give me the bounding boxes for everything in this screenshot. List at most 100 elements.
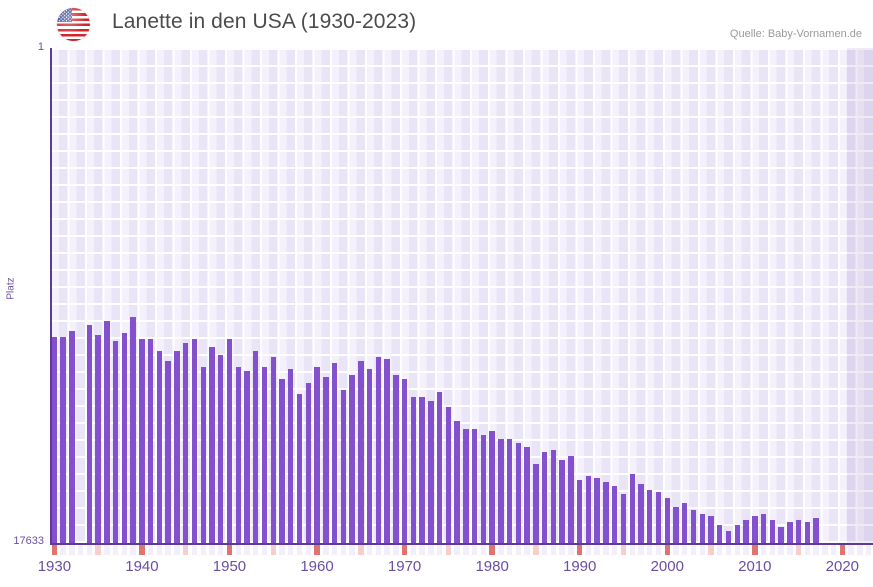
bar-1998[interactable] [647,489,653,545]
bar-1990[interactable] [576,480,583,545]
x-tick-2017 [813,545,819,555]
bar-1939[interactable] [130,317,136,545]
bar-1992[interactable] [594,478,600,545]
bar-1962[interactable] [331,363,338,545]
x-tick-2013 [778,545,784,555]
bar-1936[interactable] [104,321,110,545]
x-tick-1955 [270,545,276,555]
bar-1954[interactable] [261,367,268,545]
bar-1978[interactable] [471,428,478,545]
bar-1932[interactable] [69,330,75,545]
bar-1984[interactable] [524,446,530,545]
bar-2001[interactable] [673,507,679,545]
bar-1969[interactable] [393,375,399,545]
bar-1979[interactable] [480,434,487,545]
x-tick-1992 [594,545,600,555]
bar-1951[interactable] [235,367,241,545]
bar-1999[interactable] [655,491,662,545]
no-data-shaded-region [846,48,873,545]
bar-1964[interactable] [349,375,355,545]
bar-1972[interactable] [419,397,425,545]
bar-1958[interactable] [296,393,303,545]
bar-2016[interactable] [804,521,811,545]
bar-1960[interactable] [314,367,320,545]
bar-1971[interactable] [410,397,417,545]
bar-2000[interactable] [664,497,670,545]
bar-1946[interactable] [191,338,198,545]
bar-1985[interactable] [533,464,539,545]
bar-1993[interactable] [603,482,609,545]
bar-1956[interactable] [279,379,285,545]
y-axis-tick-top: 1 [37,41,44,53]
x-tick-1933 [77,545,84,555]
bar-1986[interactable] [541,452,548,545]
bar-1965[interactable] [358,361,364,545]
bar-1991[interactable] [585,476,592,545]
bar-1943[interactable] [165,361,171,545]
bar-1935[interactable] [95,334,101,545]
bar-1981[interactable] [498,438,504,545]
x-tick-1984 [524,545,530,555]
x-tick-1954 [261,545,268,555]
bar-1973[interactable] [428,401,434,545]
bar-1952[interactable] [244,370,250,545]
bar-2002[interactable] [682,503,688,545]
bar-1947[interactable] [200,367,206,545]
bar-2006[interactable] [717,525,723,545]
bar-1980[interactable] [489,430,495,545]
bar-1963[interactable] [340,389,346,545]
bar-1966[interactable] [366,369,373,545]
bar-1934[interactable] [86,325,93,545]
bar-1987[interactable] [550,450,557,545]
bar-1997[interactable] [638,484,644,545]
bar-1976[interactable] [454,420,460,545]
bar-1967[interactable] [375,356,382,545]
bar-1974[interactable] [436,391,443,545]
bar-1949[interactable] [218,354,224,545]
bar-1996[interactable] [629,474,635,545]
bar-1959[interactable] [305,383,311,545]
bar-1955[interactable] [270,356,276,545]
bar-1983[interactable] [515,442,522,545]
bar-1931[interactable] [60,336,66,545]
bar-1940[interactable] [139,338,145,545]
x-tick-1940 [139,545,145,555]
bar-1989[interactable] [568,456,574,545]
bar-1975[interactable] [445,407,452,545]
bar-2015[interactable] [795,519,802,545]
bar-1953[interactable] [253,350,259,545]
bar-1977[interactable] [463,428,469,545]
bar-1942[interactable] [156,350,163,545]
bar-2014[interactable] [787,521,793,545]
x-tick-1977 [463,545,469,555]
bar-1994[interactable] [612,486,618,545]
bar-2003[interactable] [690,509,697,545]
bar-2012[interactable] [769,519,776,545]
bar-2010[interactable] [752,515,758,545]
bar-1957[interactable] [288,369,294,545]
bar-1944[interactable] [174,350,180,545]
x-tick-1970 [401,545,408,555]
bar-2007[interactable] [725,531,732,545]
bar-2017[interactable] [813,517,819,545]
bar-1937[interactable] [112,340,119,545]
bar-2008[interactable] [734,525,740,545]
bar-1970[interactable] [401,379,408,545]
bar-2009[interactable] [743,519,749,545]
x-tick-1982 [506,545,513,555]
bar-2013[interactable] [778,527,784,545]
bar-1945[interactable] [182,342,189,545]
bar-1948[interactable] [209,346,215,545]
bar-2011[interactable] [760,513,767,545]
bar-2005[interactable] [708,515,714,545]
bar-1961[interactable] [323,376,329,545]
bar-1982[interactable] [506,438,513,545]
bar-2004[interactable] [699,513,705,545]
bar-1988[interactable] [559,460,565,545]
bar-1950[interactable] [226,338,233,545]
bar-1930[interactable] [51,336,58,545]
bar-1995[interactable] [620,493,627,545]
bar-1941[interactable] [147,338,154,545]
bar-1938[interactable] [121,332,128,545]
bar-1968[interactable] [384,359,390,545]
